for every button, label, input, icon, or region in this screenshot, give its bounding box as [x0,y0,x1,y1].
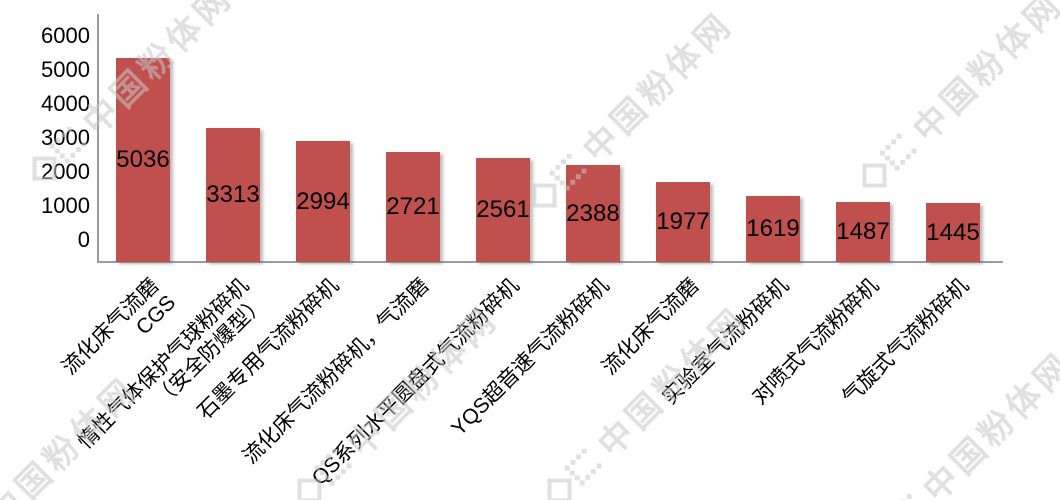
bar-value-label: 1619 [746,215,800,242]
watermark-logo-icon: ◆◆◆◆ ◆ ◆ ◆◆◆◆ [866,489,929,500]
watermark-text: 中国粉体网 [915,344,1060,500]
y-axis-tick-label: 4000 [41,91,90,116]
bar-value-label: 2388 [566,199,620,227]
watermark: ◆◆◆◆ ◆ ◆ ◆◆◆◆中国粉体网 [846,0,1060,204]
watermark-cluster-icon: ◆◆◆◆ ◆ ◆ ◆◆◆◆ [875,129,921,174]
category-label: 流化床气流粉碎机，气流磨 [238,274,434,469]
bar-value-label: 1977 [656,208,710,235]
bar-value-label: 2994 [296,187,350,215]
y-axis-tick-label: 2000 [41,159,90,184]
y-axis-tick-label: 1000 [41,193,90,218]
bar [476,158,530,262]
watermark-text: 中国粉体网 [905,0,1060,150]
bar [206,128,260,262]
bar [926,203,980,262]
y-axis-tick-label: 0 [77,227,90,252]
category-label: YQS超音速气流粉碎机 [446,274,614,441]
bar [296,141,350,262]
watermark-text: 中国粉体网 [575,4,741,170]
bar [656,182,710,262]
bar [746,196,800,262]
bar-value-label: 1445 [926,218,980,246]
watermark-diamond-icon [862,163,887,188]
y-axis-tick-label: 3000 [41,125,90,150]
y-axis-tick-label: 5000 [41,57,90,82]
y-axis-line [97,14,99,262]
bar-value-label: 1487 [836,218,890,245]
bar-value-label: 3313 [206,181,260,208]
watermark: ◆◆◆◆ ◆ ◆ ◆◆◆◆中国粉体网 [516,0,754,224]
watermark-cluster-icon: ◆◆◆◆ ◆ ◆ ◆◆◆◆ [560,444,606,489]
bar [836,202,890,262]
watermark-cluster-icon: ◆◆◆◆ ◆ ◆ ◆◆◆◆ [886,489,929,500]
bar [116,58,170,262]
bar-value-label: 2721 [386,193,440,220]
bar [566,165,620,262]
bar-value-label: 5036 [116,146,170,173]
y-axis-tick-label: 6000 [41,23,90,48]
watermark-diamond-icon [547,478,572,500]
watermark-diamond-icon [532,183,557,208]
x-axis-line [97,261,1003,263]
watermark-logo-icon: ◆◆◆◆ ◆ ◆ ◆◆◆◆ [541,444,606,500]
bar-value-label: 2561 [476,196,530,223]
bar [386,152,440,262]
watermark-logo-icon: ◆◆◆◆ ◆ ◆ ◆◆◆◆ [856,129,921,193]
